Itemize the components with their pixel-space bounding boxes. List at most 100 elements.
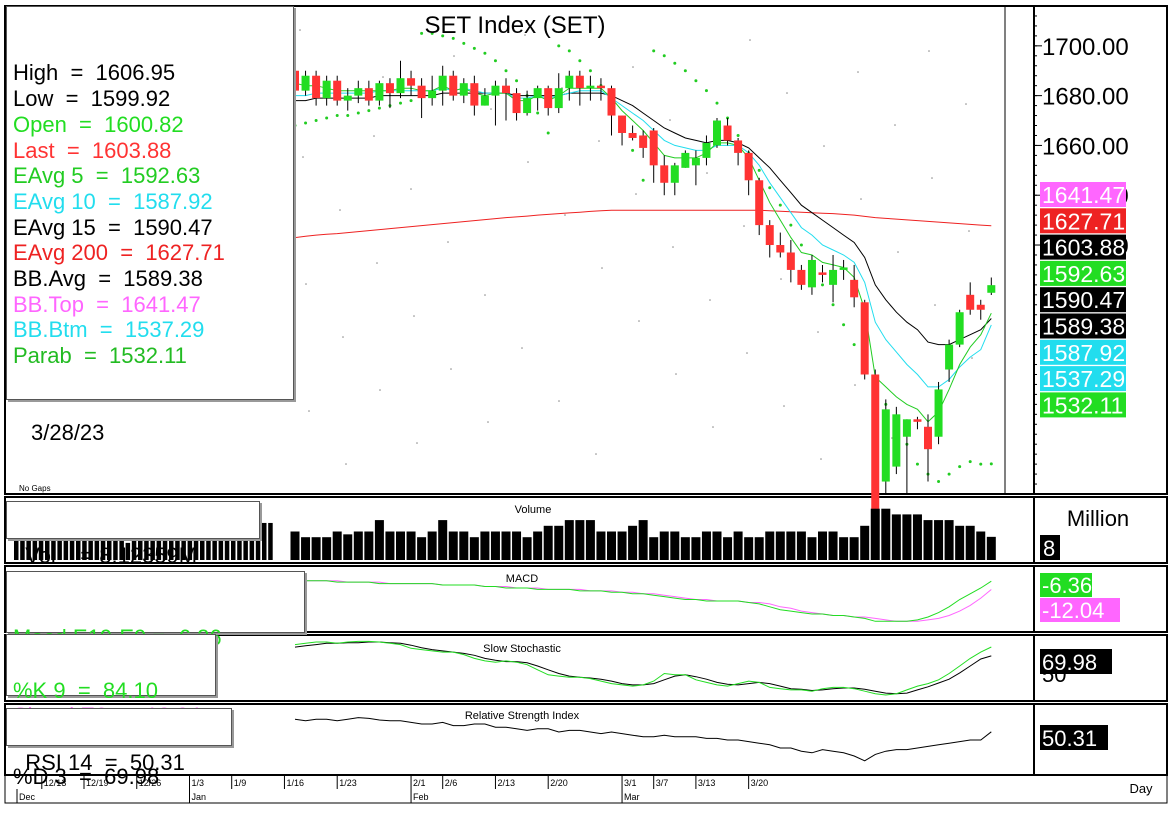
- rsi-right-label: 50.31: [1042, 726, 1097, 751]
- candle-body: [343, 95, 352, 101]
- volume-bar: [262, 522, 267, 560]
- grid-dot: [860, 198, 862, 200]
- candle-body: [902, 419, 911, 437]
- volume-bar: [955, 525, 965, 560]
- grid-dot: [786, 92, 788, 94]
- candle-body: [744, 152, 753, 181]
- sar-dot: [399, 101, 402, 105]
- x-tick-label: 3/13: [698, 778, 716, 788]
- x-tick-label: 2/13: [497, 778, 515, 788]
- candle-body: [417, 85, 426, 99]
- sar-dot: [420, 31, 424, 35]
- volume-bar: [69, 522, 75, 560]
- grid-dot: [299, 29, 301, 31]
- rsi-panel: 50.31: [294, 717, 1108, 762]
- volume-bar: [659, 531, 669, 560]
- grid-dot: [410, 188, 412, 190]
- info-label: Open: [13, 111, 67, 137]
- info-value: 1603.88: [91, 137, 172, 163]
- grid-dot: [524, 34, 526, 36]
- candle-body: [881, 409, 890, 482]
- right-label-box: [1040, 392, 1126, 418]
- volume-bar: [427, 531, 437, 560]
- sar-dot: [641, 178, 645, 182]
- volume-bar: [224, 522, 230, 560]
- month-label: Mar: [624, 792, 640, 802]
- grid-dot: [413, 315, 415, 317]
- candle-body: [660, 165, 669, 183]
- candle-body: [354, 88, 363, 96]
- volume-bar: [32, 522, 38, 560]
- grid-dot: [823, 145, 825, 147]
- candle-body: [639, 135, 648, 148]
- volume-bar: [26, 522, 31, 560]
- candle-body: [554, 88, 563, 109]
- info-row: EAvg 200 = 1627.71: [13, 240, 287, 266]
- right-value-labels: 1641.471627.711603.881592.631590.471589.…: [1040, 182, 1126, 418]
- stochastic-panel-title: Slow Stochastic: [483, 643, 561, 655]
- right-label-box: [1040, 313, 1126, 339]
- candle-body: [596, 85, 605, 89]
- grid-dot: [416, 442, 418, 444]
- candle-body: [955, 312, 964, 345]
- volume-bar: [870, 508, 880, 560]
- volume-bar: [860, 525, 870, 560]
- grid-dot: [672, 246, 674, 248]
- info-value: 1599.92: [90, 86, 171, 112]
- volume-bar: [38, 522, 44, 560]
- volume-bar: [51, 522, 56, 560]
- grid-dot: [450, 368, 452, 370]
- candle-body: [807, 259, 816, 288]
- sar-dot: [683, 69, 687, 73]
- volume-bar: [628, 525, 638, 560]
- volume-bar: [187, 522, 193, 560]
- volume-info-box: Vol = 8.12359M: [6, 501, 260, 568]
- grid-dot: [934, 304, 936, 306]
- vol-eq: =: [80, 543, 94, 568]
- volume-bar: [243, 522, 248, 560]
- x-axis-unit-label: Day: [1129, 781, 1153, 796]
- info-row: EAvg 10 = 1587.92: [13, 189, 287, 215]
- volume-bar: [554, 525, 564, 560]
- candle-body: [396, 78, 405, 94]
- sar-dot: [325, 116, 329, 120]
- rsi-info-box: RSI 14 = 50.31: [6, 708, 232, 775]
- info-label: EAvg 200: [13, 240, 109, 266]
- sar-dot: [451, 36, 455, 40]
- date-x-axis: 12/13 12/19 12/26 1/3 1/9 1/16 1/23 2/1 2/6 2/13 2…: [16, 775, 768, 803]
- candle-body: [533, 88, 542, 99]
- volume-bar: [469, 537, 479, 560]
- macd-right-label-box: [1040, 573, 1092, 597]
- sar-dot: [472, 46, 476, 50]
- candle-body: [512, 93, 521, 114]
- sar-dot: [799, 243, 803, 247]
- info-eq: =: [83, 291, 122, 317]
- sar-dot: [578, 59, 582, 63]
- candle-body: [850, 279, 859, 298]
- candle-body: [839, 267, 848, 270]
- candle-body: [691, 157, 700, 166]
- info-row: Last = 1603.88: [13, 138, 287, 164]
- candle-body: [459, 83, 468, 96]
- info-label: Parab: [13, 343, 72, 369]
- volume-bar: [311, 537, 321, 560]
- x-tick-label: 1/3: [192, 778, 205, 788]
- sar-dot: [852, 343, 856, 347]
- volume-bar: [596, 531, 606, 560]
- candle-body: [449, 75, 458, 96]
- grid-dot: [558, 400, 560, 402]
- grid-dot: [601, 267, 603, 269]
- volume-bar: [944, 520, 954, 560]
- candle-body: [312, 75, 321, 99]
- sar-dot: [989, 462, 993, 466]
- volume-bar: [162, 522, 168, 560]
- info-row: Open = 1600.82: [13, 112, 287, 138]
- month-label: Dec: [19, 792, 36, 802]
- grid-dot: [743, 225, 745, 227]
- grid-dot: [928, 50, 930, 52]
- grid-dot: [447, 241, 449, 243]
- grid-dot: [487, 421, 489, 423]
- grid-dot: [897, 251, 899, 253]
- sar-dot: [704, 89, 708, 93]
- stoch-k-value: 84.10: [102, 678, 158, 704]
